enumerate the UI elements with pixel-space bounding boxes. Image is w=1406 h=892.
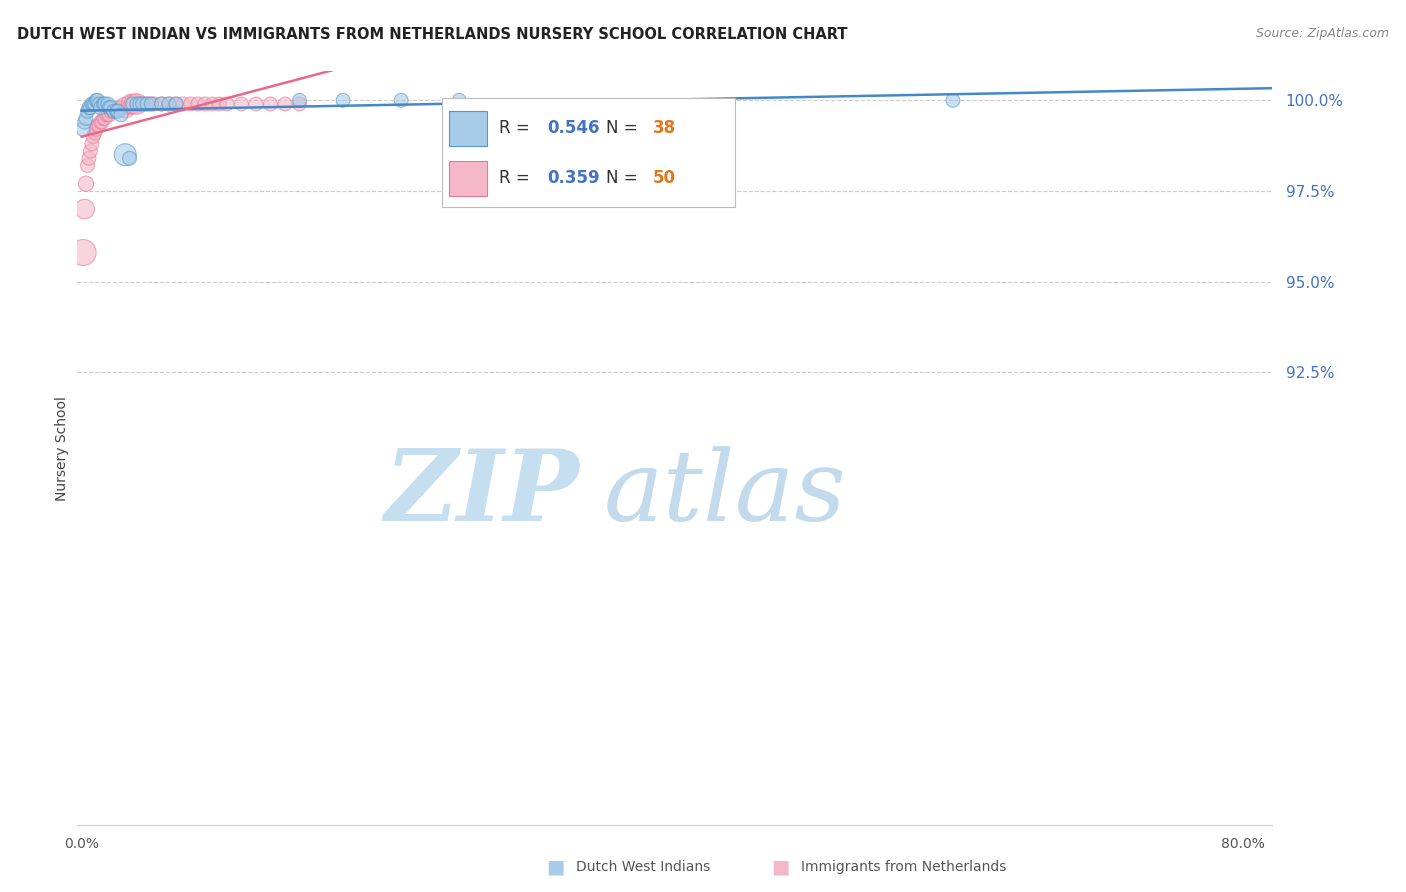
Point [75, 177, 97, 191]
Point [245, 97, 267, 112]
Point [274, 97, 297, 112]
Point [98, 108, 121, 122]
Point [136, 97, 159, 112]
Point [114, 147, 136, 161]
Point [208, 97, 231, 112]
Point [76, 159, 98, 173]
Point [82, 97, 104, 112]
Point [131, 97, 153, 112]
Point [114, 101, 136, 115]
Point [122, 97, 145, 112]
Point [75, 112, 97, 126]
Point [96, 108, 118, 122]
Text: ZIP: ZIP [384, 445, 579, 541]
Point [105, 104, 128, 119]
Point [942, 93, 965, 107]
Point [121, 97, 143, 112]
Text: Dutch West Indians: Dutch West Indians [576, 860, 710, 874]
Point [76, 104, 98, 119]
Point [103, 104, 125, 119]
Point [187, 97, 209, 112]
Point [231, 97, 253, 112]
Text: Source: ZipAtlas.com: Source: ZipAtlas.com [1256, 27, 1389, 40]
Point [180, 97, 202, 112]
Text: ■: ■ [546, 857, 565, 877]
Point [111, 101, 134, 115]
Point [94, 112, 117, 126]
Point [93, 112, 115, 126]
Point [86, 93, 108, 107]
Point [157, 97, 180, 112]
Point [288, 93, 311, 107]
Point [86, 119, 108, 133]
Point [77, 151, 100, 165]
Text: Immigrants from Netherlands: Immigrants from Netherlands [801, 860, 1007, 874]
Point [90, 115, 112, 129]
Point [97, 97, 120, 112]
Point [131, 97, 153, 112]
Point [94, 97, 117, 112]
Point [125, 97, 148, 112]
Point [87, 97, 110, 112]
Point [389, 93, 412, 107]
Point [118, 151, 141, 165]
Point [165, 97, 187, 112]
Point [80, 97, 103, 112]
Point [91, 115, 114, 129]
Point [98, 101, 121, 115]
Point [194, 97, 217, 112]
Point [87, 119, 110, 133]
Point [288, 97, 311, 112]
Point [165, 97, 187, 112]
Point [83, 126, 105, 140]
Point [201, 97, 224, 112]
Point [73, 115, 96, 129]
Point [80, 136, 103, 151]
Point [128, 97, 150, 112]
Text: DUTCH WEST INDIAN VS IMMIGRANTS FROM NETHERLANDS NURSERY SCHOOL CORRELATION CHAR: DUTCH WEST INDIAN VS IMMIGRANTS FROM NET… [17, 27, 848, 42]
Point [172, 97, 194, 112]
Point [90, 101, 112, 115]
Point [143, 97, 166, 112]
Point [110, 108, 132, 122]
Point [105, 104, 128, 119]
Point [97, 108, 120, 122]
Point [72, 245, 94, 260]
Text: ■: ■ [770, 857, 790, 877]
Point [100, 104, 122, 119]
Point [79, 101, 101, 115]
Point [150, 97, 173, 112]
Point [79, 144, 101, 158]
Point [259, 97, 281, 112]
Point [215, 97, 238, 112]
Point [332, 93, 354, 107]
Text: atlas: atlas [603, 446, 846, 541]
Point [108, 101, 131, 115]
Y-axis label: Nursery School: Nursery School [55, 396, 69, 500]
Point [141, 97, 163, 112]
Point [82, 129, 104, 144]
Point [72, 122, 94, 136]
Point [117, 101, 139, 115]
Point [83, 97, 105, 112]
Point [84, 93, 107, 107]
Point [449, 93, 471, 107]
Point [103, 104, 125, 119]
Point [135, 97, 157, 112]
Point [138, 97, 160, 112]
Point [150, 97, 173, 112]
Point [125, 97, 148, 112]
Point [77, 101, 100, 115]
Point [73, 202, 96, 216]
Point [157, 97, 180, 112]
Point [84, 122, 107, 136]
Point [93, 97, 115, 112]
Point [120, 97, 142, 112]
Point [100, 101, 122, 115]
Point [107, 104, 129, 119]
Point [128, 97, 150, 112]
Point [141, 97, 163, 112]
